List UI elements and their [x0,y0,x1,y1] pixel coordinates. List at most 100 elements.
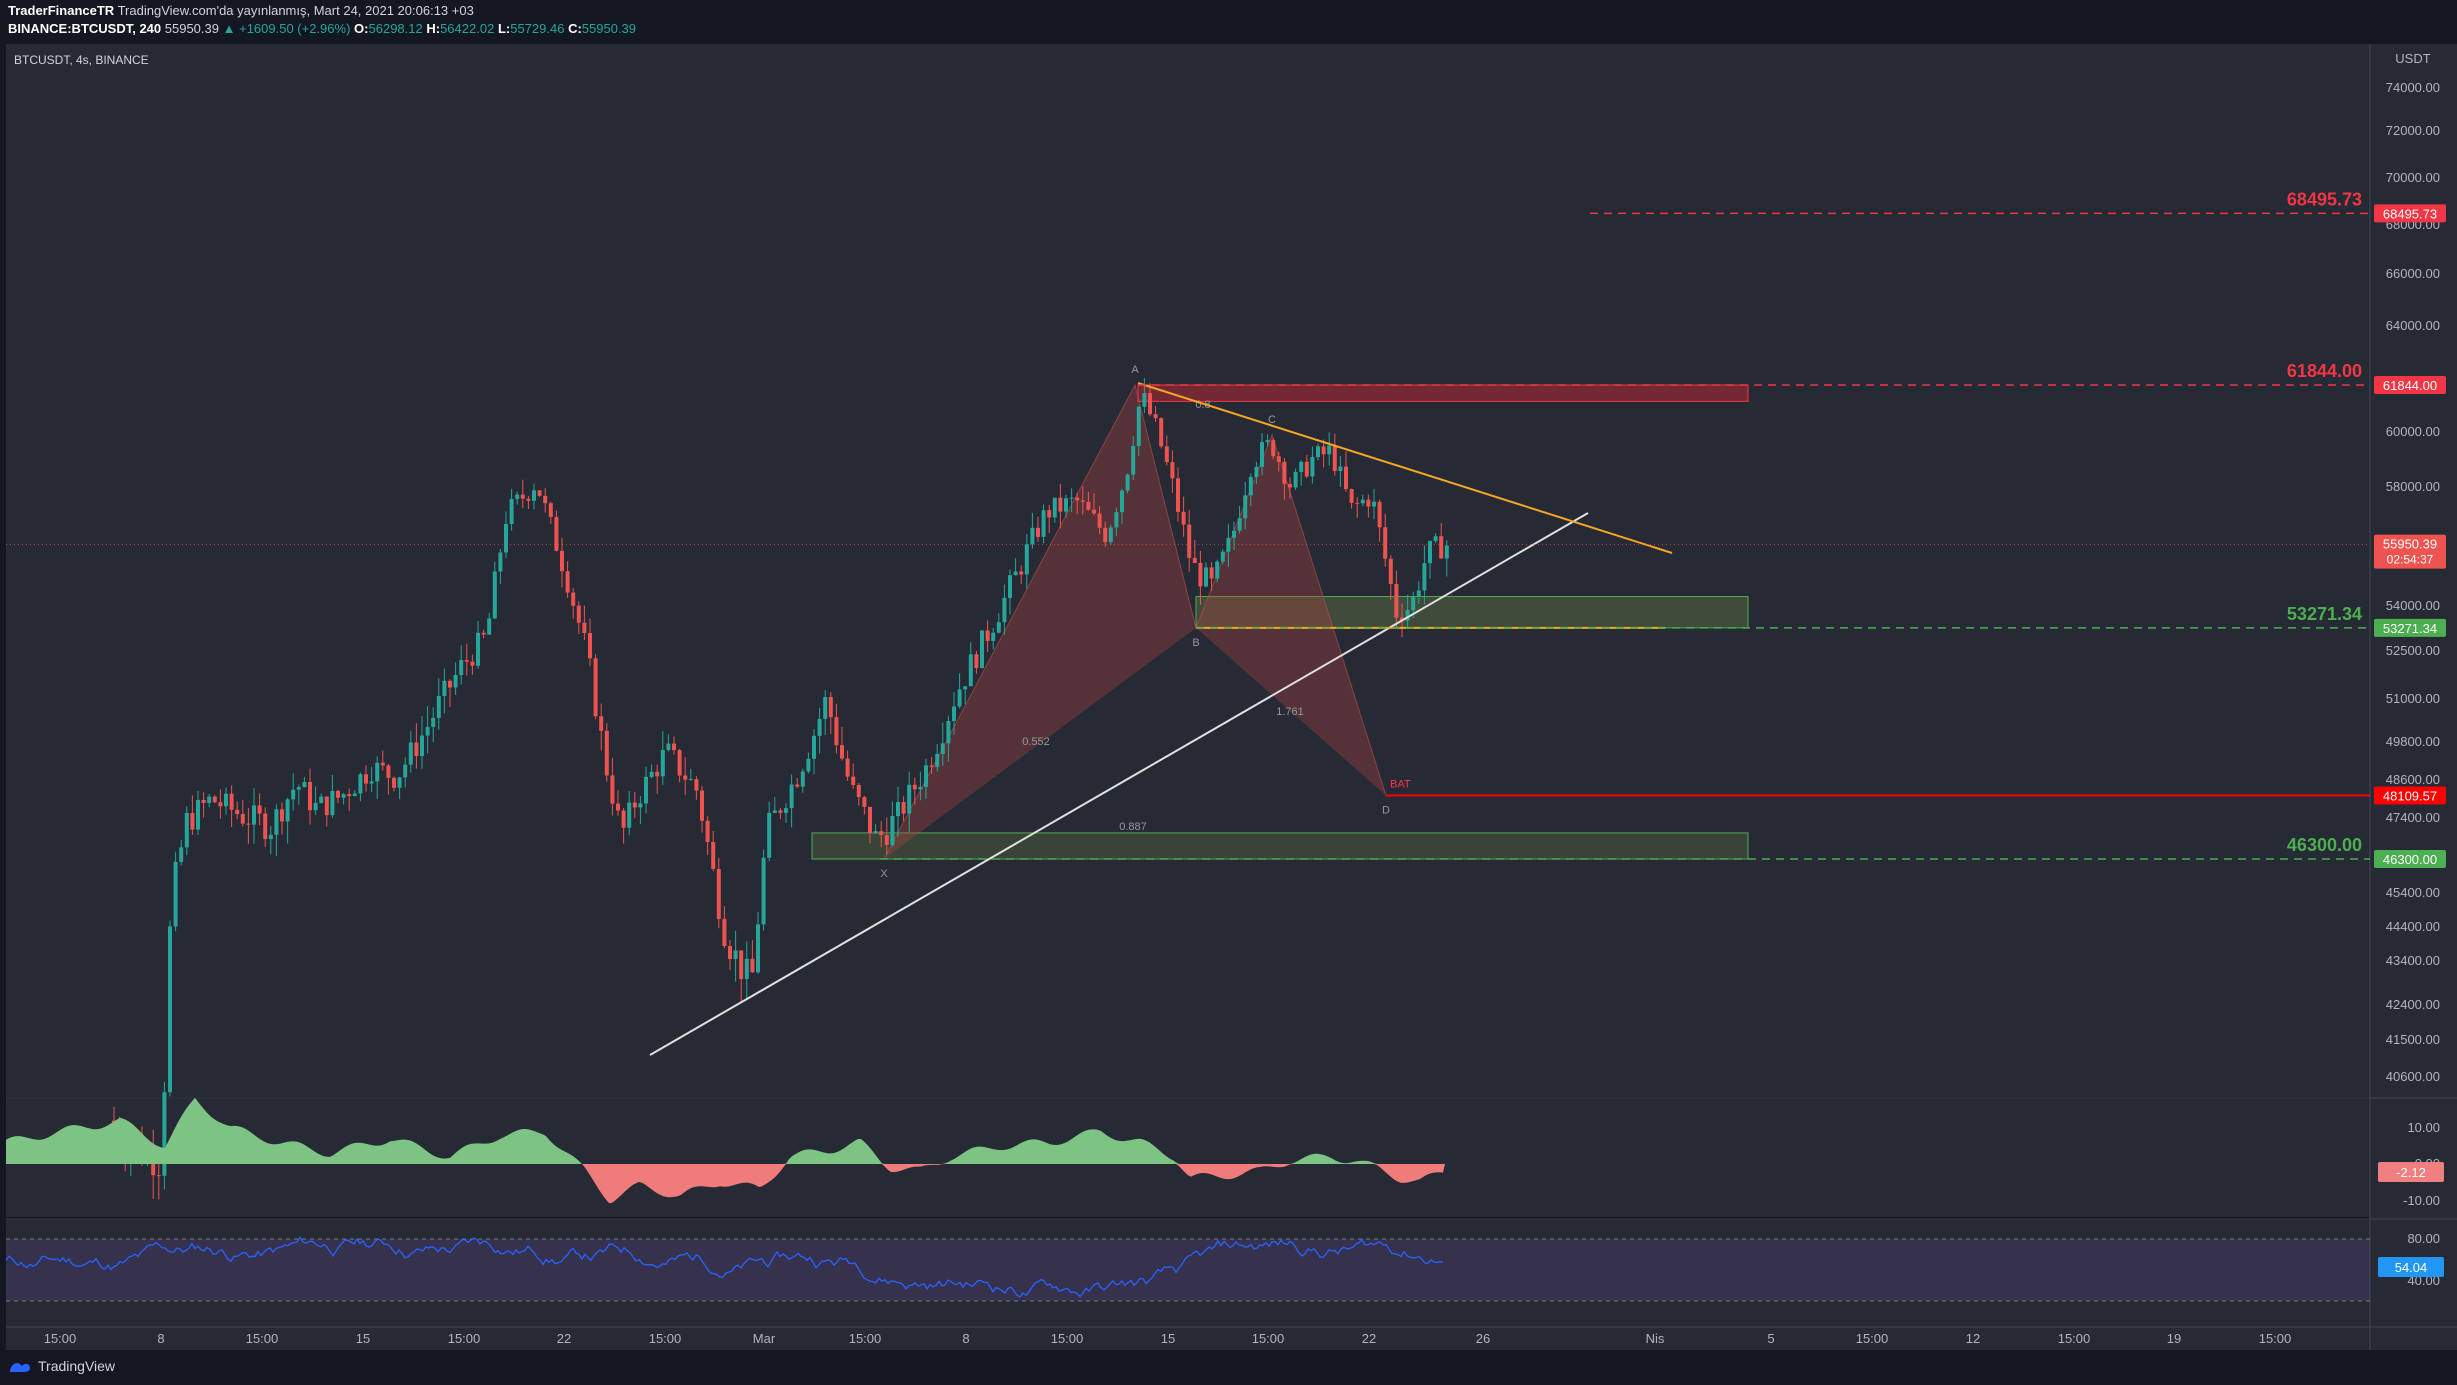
candle-body [935,753,940,767]
candle-body [313,802,318,811]
time-tick-label: 15:00 [448,1331,481,1346]
candle-body [1433,536,1438,541]
candle-body [621,810,626,828]
price-tick-label: 60000.00 [2386,424,2440,439]
candle-body [1377,501,1382,528]
candle-body [576,605,581,623]
symbol-label[interactable]: BINANCE:BTCUSDT, 240 [8,21,162,36]
candle-body [1069,497,1074,499]
candle-body [1428,540,1432,564]
candle-body [246,823,251,825]
candle-body [364,774,368,784]
candle-body [291,789,296,800]
candle-body [330,790,335,816]
candle-body [1226,537,1231,552]
price-tick-label: 45400.00 [2386,885,2440,900]
candle-body [218,802,223,807]
price-tick-label: 40600.00 [2386,1069,2440,1084]
demand-zone-lower[interactable] [811,832,1749,860]
candle-body [968,654,973,687]
candle-body [1019,571,1024,575]
candle-body [599,716,604,731]
candle-body [358,774,363,794]
candle-body [828,696,833,718]
price-tick-label: 49800.00 [2386,734,2440,749]
candle-body [1355,502,1360,504]
candle-body [924,765,928,787]
candle-body [789,784,794,809]
time-tick-label: 8 [157,1331,164,1346]
osc-tick-10: 10.00 [2407,1120,2440,1135]
candle-body [1164,446,1169,463]
candle-body [711,841,716,869]
rsi-line[interactable] [5,1236,1443,1298]
demand-zone-upper[interactable] [1195,596,1749,629]
price-change: ▲ +1609.50 (+2.96%) [222,21,351,36]
time-tick-label: 15:00 [849,1331,882,1346]
candle-body [1416,590,1421,597]
publisher-name[interactable]: TraderFinanceTR [8,3,115,18]
osc-tick-minus10: -10.00 [2403,1193,2440,1208]
supply-zone[interactable] [1137,384,1749,402]
price-tick-label: 51000.00 [2386,691,2440,706]
open-label: O: [354,21,369,36]
time-axis[interactable] [6,1327,2457,1350]
candle-body [588,633,592,659]
candle-body [1327,445,1332,455]
candle-body [1103,527,1108,543]
price-tick-label: 70000.00 [2386,170,2440,185]
candle-body [1288,483,1292,488]
candle-body [632,802,637,808]
pattern-point-x: X [880,868,888,880]
candle-body [728,946,732,960]
ascending-trendline[interactable] [649,512,1589,1056]
candle-body [1388,558,1393,584]
candle-body [341,794,346,798]
price-axis[interactable] [2370,44,2457,1327]
close-value: 55950.39 [581,21,637,36]
footer: TradingView [0,1350,2457,1385]
candle-body [683,775,688,780]
candle-body [453,674,458,688]
time-tick-label: 15:00 [1252,1331,1285,1346]
level-badge [2374,375,2446,394]
momentum-oscillator[interactable] [6,1097,1445,1204]
candle-body [1008,575,1012,598]
open-value: 56298.12 [368,21,423,36]
candle-body [1013,571,1018,576]
tradingview-logo[interactable]: TradingView [8,1358,115,1374]
candle-body [515,494,520,499]
price-tick-label: 42400.00 [2386,997,2440,1012]
time-tick-label: 22 [557,1331,571,1346]
candle-body [851,776,856,785]
price-tick-label: 64000.00 [2386,318,2440,333]
symbol-line: BINANCE:BTCUSDT, 240 55950.39 ▲ +1609.50… [8,21,636,36]
candle-body [845,758,850,777]
candle-body [252,805,256,825]
rsi-pane[interactable] [6,1220,2370,1327]
candle-body [952,706,956,721]
level-label: 61844.00 [2287,361,2362,381]
candle-body [1170,462,1175,479]
candle-body [212,796,217,803]
candlestick-series[interactable] [112,378,1449,1200]
candle-body [1142,393,1147,407]
time-tick-label: 15:00 [246,1331,279,1346]
candle-body [1187,524,1192,558]
candle-body [526,498,531,501]
price-levels[interactable]: 68495.73 68495.73 61844.00 61844.00 53271.34… [880,189,2446,868]
last-price-value: 55950.39 [2383,537,2437,552]
main-pane[interactable] [6,44,2370,1097]
descending-trendline[interactable] [1137,382,1673,554]
level-badge [2374,850,2446,868]
candle-body [1002,597,1007,623]
candle-body [862,797,867,807]
candle-body [834,717,839,746]
candle-body [1058,497,1063,512]
candle-body [879,831,884,836]
candle-body [352,793,357,797]
time-tick-label: 15:00 [649,1331,682,1346]
level-badge-text: 48109.57 [2383,789,2437,804]
